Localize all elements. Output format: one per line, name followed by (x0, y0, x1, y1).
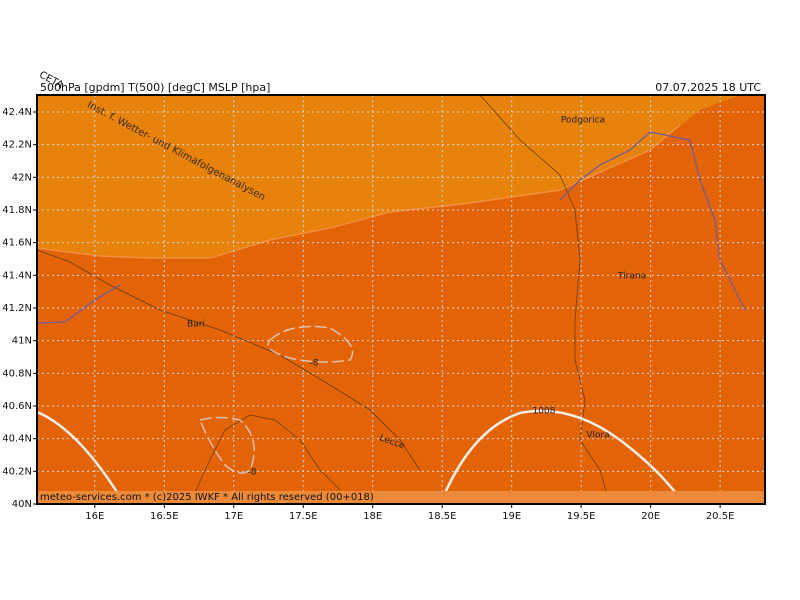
y-tick-label: 40.6N (2, 401, 32, 412)
footer: meteo-services.com * (c)2025 IWKF * All … (40, 492, 374, 503)
border (37, 284, 121, 324)
x-tick-label: 18E (363, 511, 382, 522)
contour-label: 1008 (533, 407, 556, 417)
y-tick-label: 41.4N (2, 270, 32, 281)
isobar (439, 409, 686, 504)
map-frame (36, 94, 766, 505)
x-tick-label: 17E (224, 511, 243, 522)
map-area (37, 95, 765, 504)
x-tick-label: 16E (85, 511, 104, 522)
y-tick-label: 42.2N (2, 140, 32, 151)
coastline (479, 95, 611, 504)
x-tick-label: 20E (641, 511, 660, 522)
coastline (189, 414, 341, 504)
place-label: Vlora (586, 431, 609, 441)
y-tick-label: 41.2N (2, 303, 32, 314)
place-label: Podgorica (561, 116, 605, 126)
place-label: Bari (187, 320, 205, 330)
coastline (37, 249, 421, 471)
x-tick-label: 18.5E (428, 511, 457, 522)
contour-label: -8 (310, 359, 319, 369)
x-tick-label: 19.5E (567, 511, 596, 522)
y-tick-label: 41.6N (2, 238, 32, 249)
x-tick-label: 20.5E (706, 511, 735, 522)
y-tick-label: 40.4N (2, 434, 32, 445)
footer-band (37, 491, 765, 504)
y-tick-label: 41.8N (2, 205, 32, 216)
header-left: 500hPa [gpdm] T(500) [degC] MSLP [hpa] (40, 81, 270, 94)
upper-field (37, 95, 740, 258)
field-edge (37, 124, 681, 259)
y-tick-label: 42.4N (2, 107, 32, 118)
contour-label: -8 (248, 468, 257, 478)
temp-contour (267, 325, 354, 363)
temp-contour (199, 416, 255, 474)
place-label: Tirana (617, 272, 646, 282)
y-tick-label: 42N (12, 172, 32, 183)
header-right: 07.07.2025 18 UTC (655, 81, 761, 94)
x-tick-label: 17.5E (289, 511, 318, 522)
grid (37, 95, 765, 504)
axes: 16E 16.5E 17E 17.5E 18E 18.5E 19E 19.5E 20E 20.5E… (2, 107, 734, 522)
isobar (37, 410, 126, 504)
x-tick-label: 19E (502, 511, 521, 522)
y-tick-label: 40.2N (2, 466, 32, 477)
y-tick-label: 40N (12, 499, 32, 510)
border (559, 131, 746, 311)
y-tick-label: 40.8N (2, 368, 32, 379)
x-tick-label: 16.5E (150, 511, 179, 522)
y-tick-label: 41N (12, 336, 32, 347)
